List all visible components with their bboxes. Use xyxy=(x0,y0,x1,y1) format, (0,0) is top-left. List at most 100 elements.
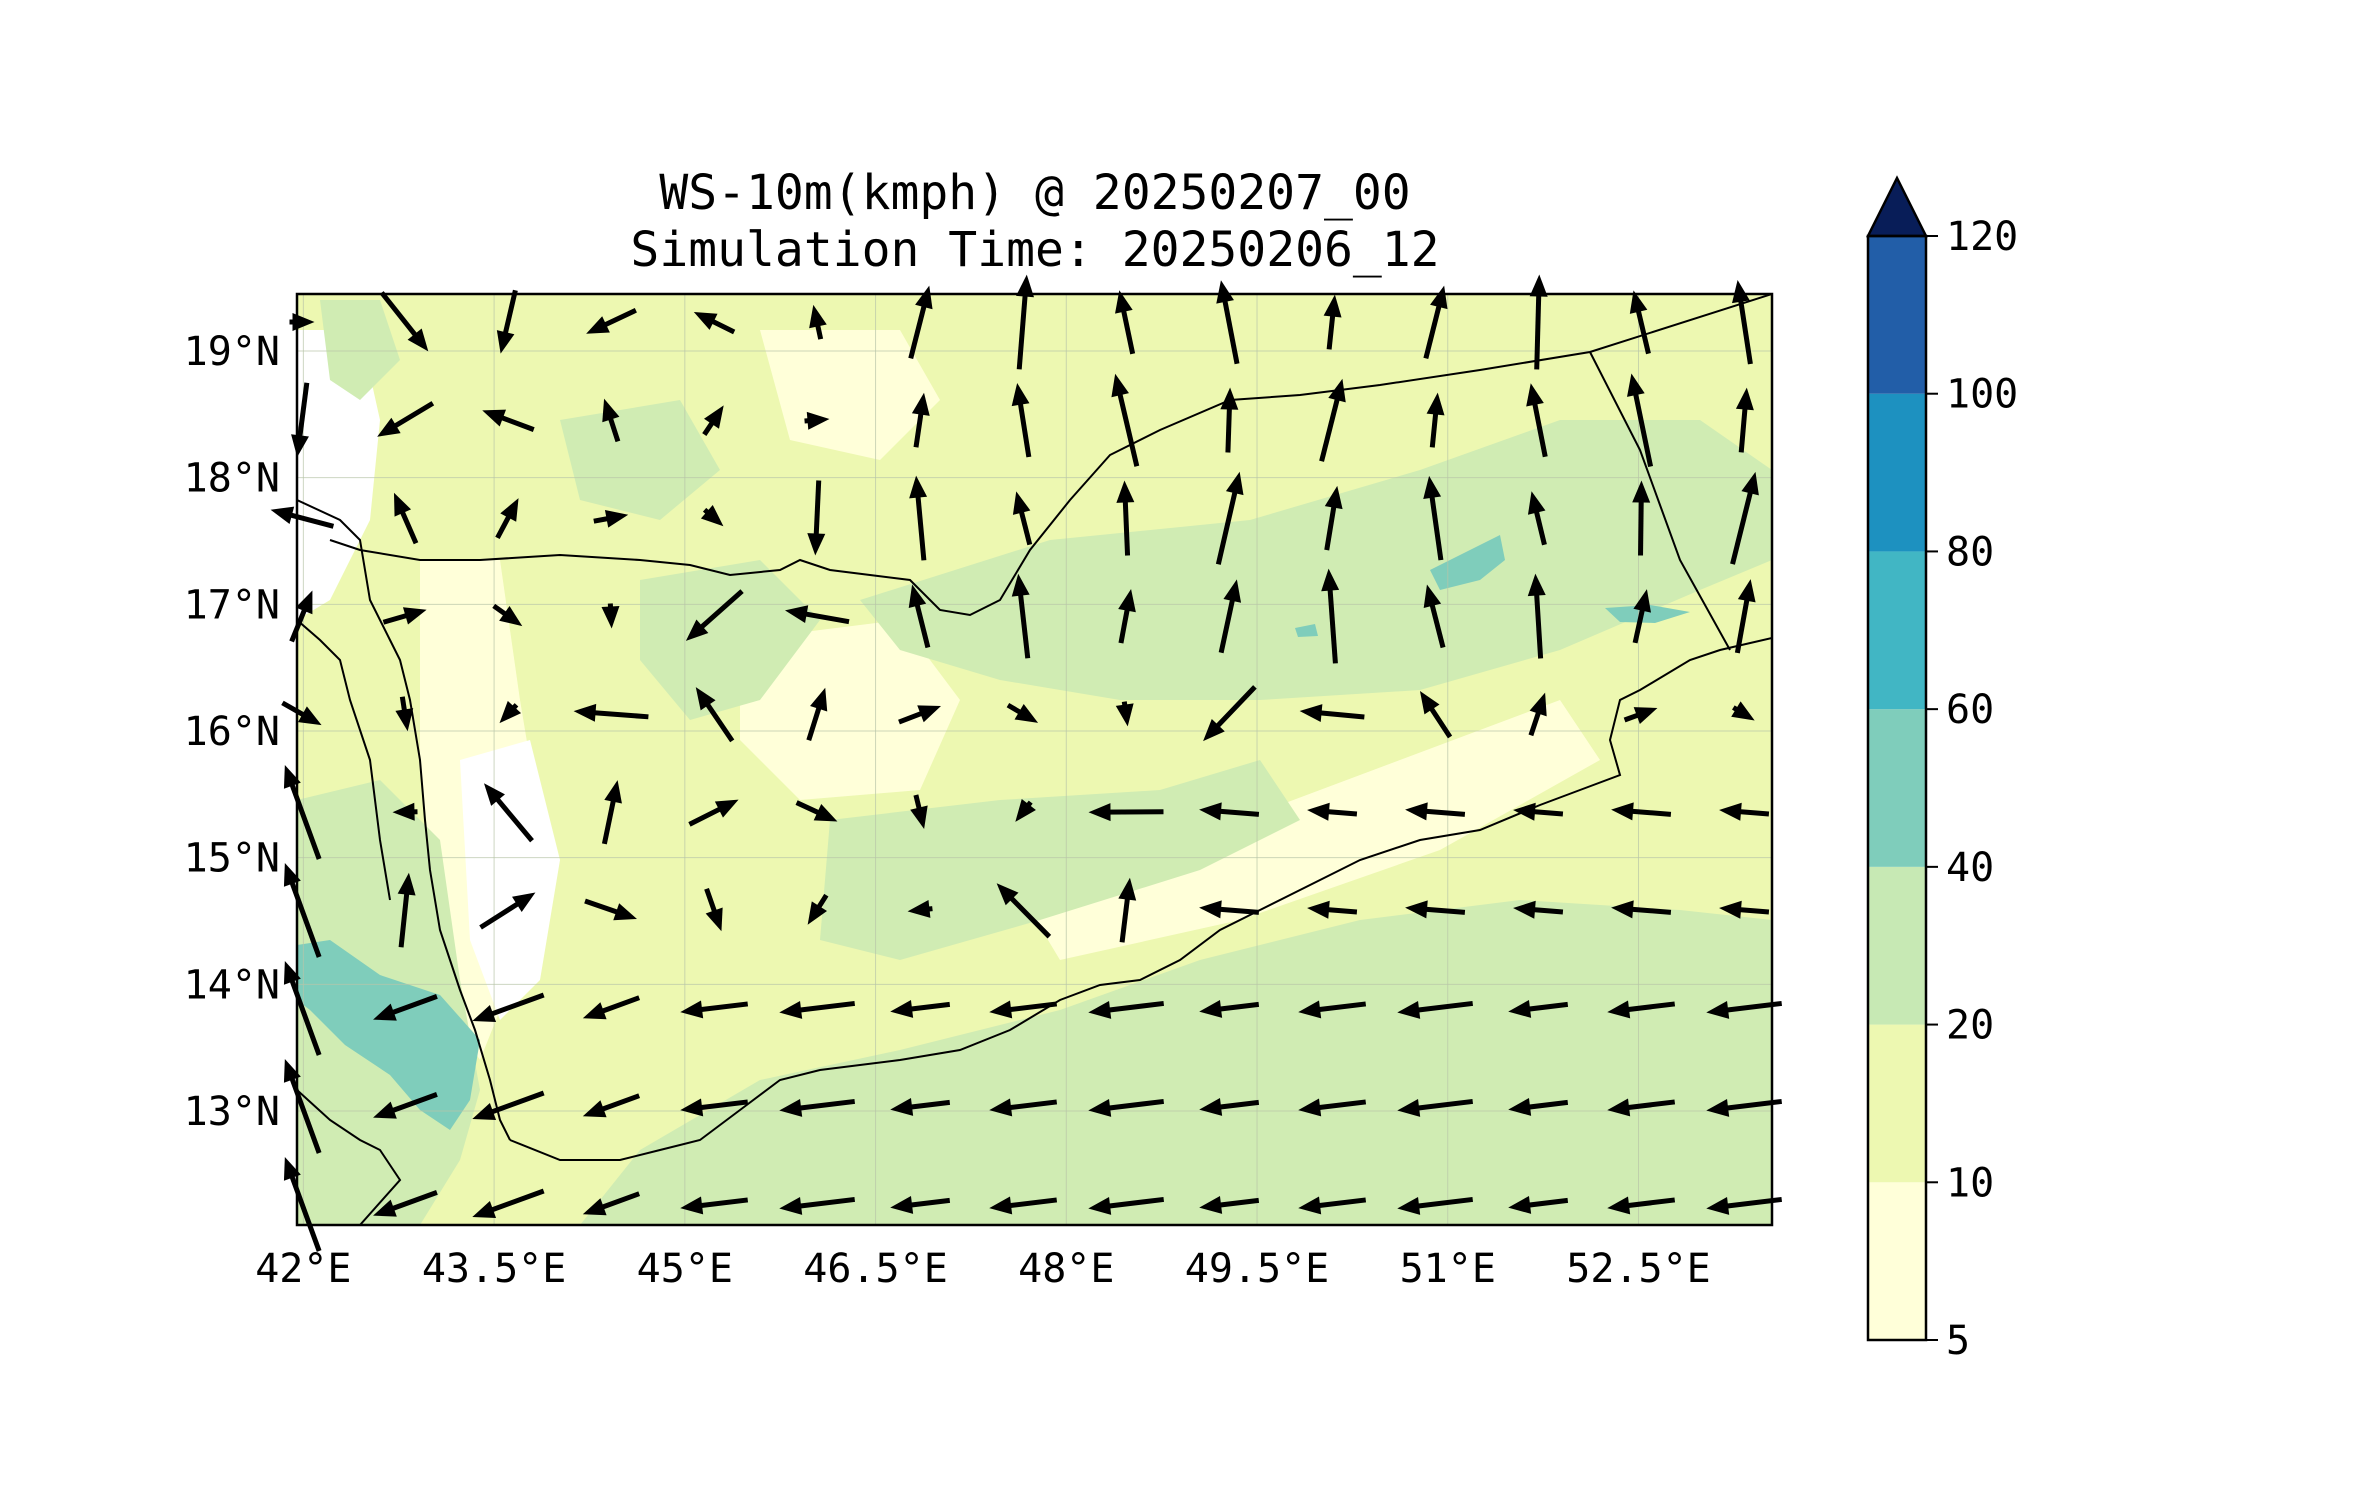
arrow-icon xyxy=(1111,373,1140,467)
arrow-icon xyxy=(1426,392,1445,448)
colorbar-segment xyxy=(1868,866,1926,1025)
arrow-icon xyxy=(1527,491,1547,546)
lon-tick-label: 43.5°E xyxy=(422,1246,567,1292)
arrow-icon xyxy=(1199,1000,1260,1018)
arrow-icon xyxy=(1607,1098,1676,1117)
arrow-icon xyxy=(1011,382,1032,458)
arrow-icon xyxy=(1607,1196,1676,1215)
arrow-icon xyxy=(482,409,535,432)
colorbar-frame xyxy=(1866,234,1928,1342)
arrow-icon xyxy=(795,800,838,822)
arrow-icon xyxy=(688,799,739,827)
wind-patch-lowest-highlands xyxy=(460,740,560,1020)
arrow-icon xyxy=(1513,802,1564,821)
arrow-icon xyxy=(582,1191,641,1216)
arrow-icon xyxy=(373,1091,438,1119)
arrow-icon xyxy=(779,1000,856,1019)
arrow-icon xyxy=(1405,900,1466,919)
arrow-icon xyxy=(1298,1098,1367,1117)
arrow-icon xyxy=(289,590,313,643)
arrow-icon xyxy=(1607,1000,1676,1019)
arrow-icon xyxy=(1734,579,1756,654)
colorbar-tick-label: 60 xyxy=(1946,687,1994,733)
arrow-icon xyxy=(593,509,629,528)
arrow-icon xyxy=(1011,573,1031,659)
colorbar-segment xyxy=(1868,236,1926,394)
arrow-icon xyxy=(1419,690,1453,739)
wind-band-20-40-north xyxy=(860,420,1772,700)
arrow-icon xyxy=(397,872,416,948)
arrow-icon xyxy=(779,1098,856,1117)
arrow-icon xyxy=(898,705,942,725)
arrow-icon xyxy=(1006,702,1039,723)
arrow-icon xyxy=(377,401,435,437)
arrow-icon xyxy=(1508,1196,1569,1214)
lat-tick-label: 13°N xyxy=(184,1089,280,1135)
arrow-icon xyxy=(890,1098,951,1116)
arrow-icon xyxy=(1323,294,1342,350)
arrow-icon xyxy=(1513,900,1564,919)
arrow-icon xyxy=(601,780,622,845)
colorbar-segment xyxy=(1868,393,1926,552)
arrow-icon xyxy=(479,892,536,930)
wind-max-east-2 xyxy=(1605,605,1690,623)
arrow-icon xyxy=(1623,707,1658,724)
arrow-icon xyxy=(1629,290,1651,355)
arrow-icon xyxy=(909,475,928,561)
arrow-icon xyxy=(1735,387,1754,453)
arrow-icon xyxy=(1088,803,1164,822)
arrow-icon xyxy=(1088,1000,1165,1019)
colorbar-tick-label: 120 xyxy=(1946,214,2018,260)
arrow-icon xyxy=(700,504,724,527)
arrow-icon xyxy=(582,995,641,1020)
wind-patch-lowest-west xyxy=(297,330,380,620)
arrow-icon xyxy=(1397,1196,1474,1215)
wind-max-east-1 xyxy=(1430,535,1505,590)
arrow-icon xyxy=(1298,1000,1367,1019)
colorbar-segment xyxy=(1868,1024,1926,1183)
arrow-icon xyxy=(1220,387,1239,453)
colorbar-tick-label: 80 xyxy=(1946,529,1994,575)
arrow-icon xyxy=(492,603,523,627)
arrow-icon xyxy=(911,392,930,448)
arrow-icon xyxy=(702,405,724,436)
arrow-icon xyxy=(1088,1098,1165,1117)
arrow-icon xyxy=(695,687,735,743)
arrow-icon xyxy=(499,700,522,724)
border-yemen-oman xyxy=(1589,351,1731,651)
arrow-icon xyxy=(1298,1196,1367,1215)
arrow-icon xyxy=(1118,877,1137,943)
arrow-icon xyxy=(1216,280,1240,365)
arrow-icon xyxy=(1203,685,1257,742)
arrow-icon xyxy=(806,687,828,741)
arrow-icon xyxy=(1199,900,1260,919)
lon-tick-label: 49.5°E xyxy=(1185,1246,1330,1292)
arrow-icon xyxy=(1719,900,1770,919)
colorbar-segment xyxy=(1868,1182,1926,1340)
colorbar: 5 10 20 40 60 80 100 120 xyxy=(1865,175,2018,1364)
coastline-eritrea xyxy=(297,619,391,901)
arrow-icon xyxy=(1526,383,1548,458)
arrow-icon xyxy=(989,1000,1058,1019)
colorbar-tick-label: 20 xyxy=(1946,1003,1994,1049)
colorbar-tick-label: 100 xyxy=(1946,372,2018,418)
colorbar-segment xyxy=(1868,551,1926,710)
arrow-icon xyxy=(704,887,723,932)
arrow-icon xyxy=(989,1196,1058,1215)
arrow-icon xyxy=(1199,802,1260,821)
arrow-icon xyxy=(582,1093,641,1118)
colorbar-tick-label: 10 xyxy=(1946,1160,1994,1206)
arrow-icon xyxy=(373,1189,438,1217)
arrow-icon xyxy=(807,893,829,925)
arrow-icon xyxy=(573,703,649,722)
map-axis-ticks: 42°E 43.5°E 45°E 46.5°E 48°E 49.5°E 51°E 52.5°E… xyxy=(184,329,1711,1292)
arrow-icon xyxy=(395,696,414,732)
arrow-icon xyxy=(1199,1098,1260,1116)
arrow-icon xyxy=(680,1196,749,1215)
arrow-icon xyxy=(1527,573,1546,659)
arrow-icon xyxy=(1611,900,1672,919)
arrow-icon xyxy=(1632,480,1651,556)
wind-patch-low-east-plateau xyxy=(1000,700,1600,960)
coastline-arabia-south xyxy=(509,637,1772,1161)
